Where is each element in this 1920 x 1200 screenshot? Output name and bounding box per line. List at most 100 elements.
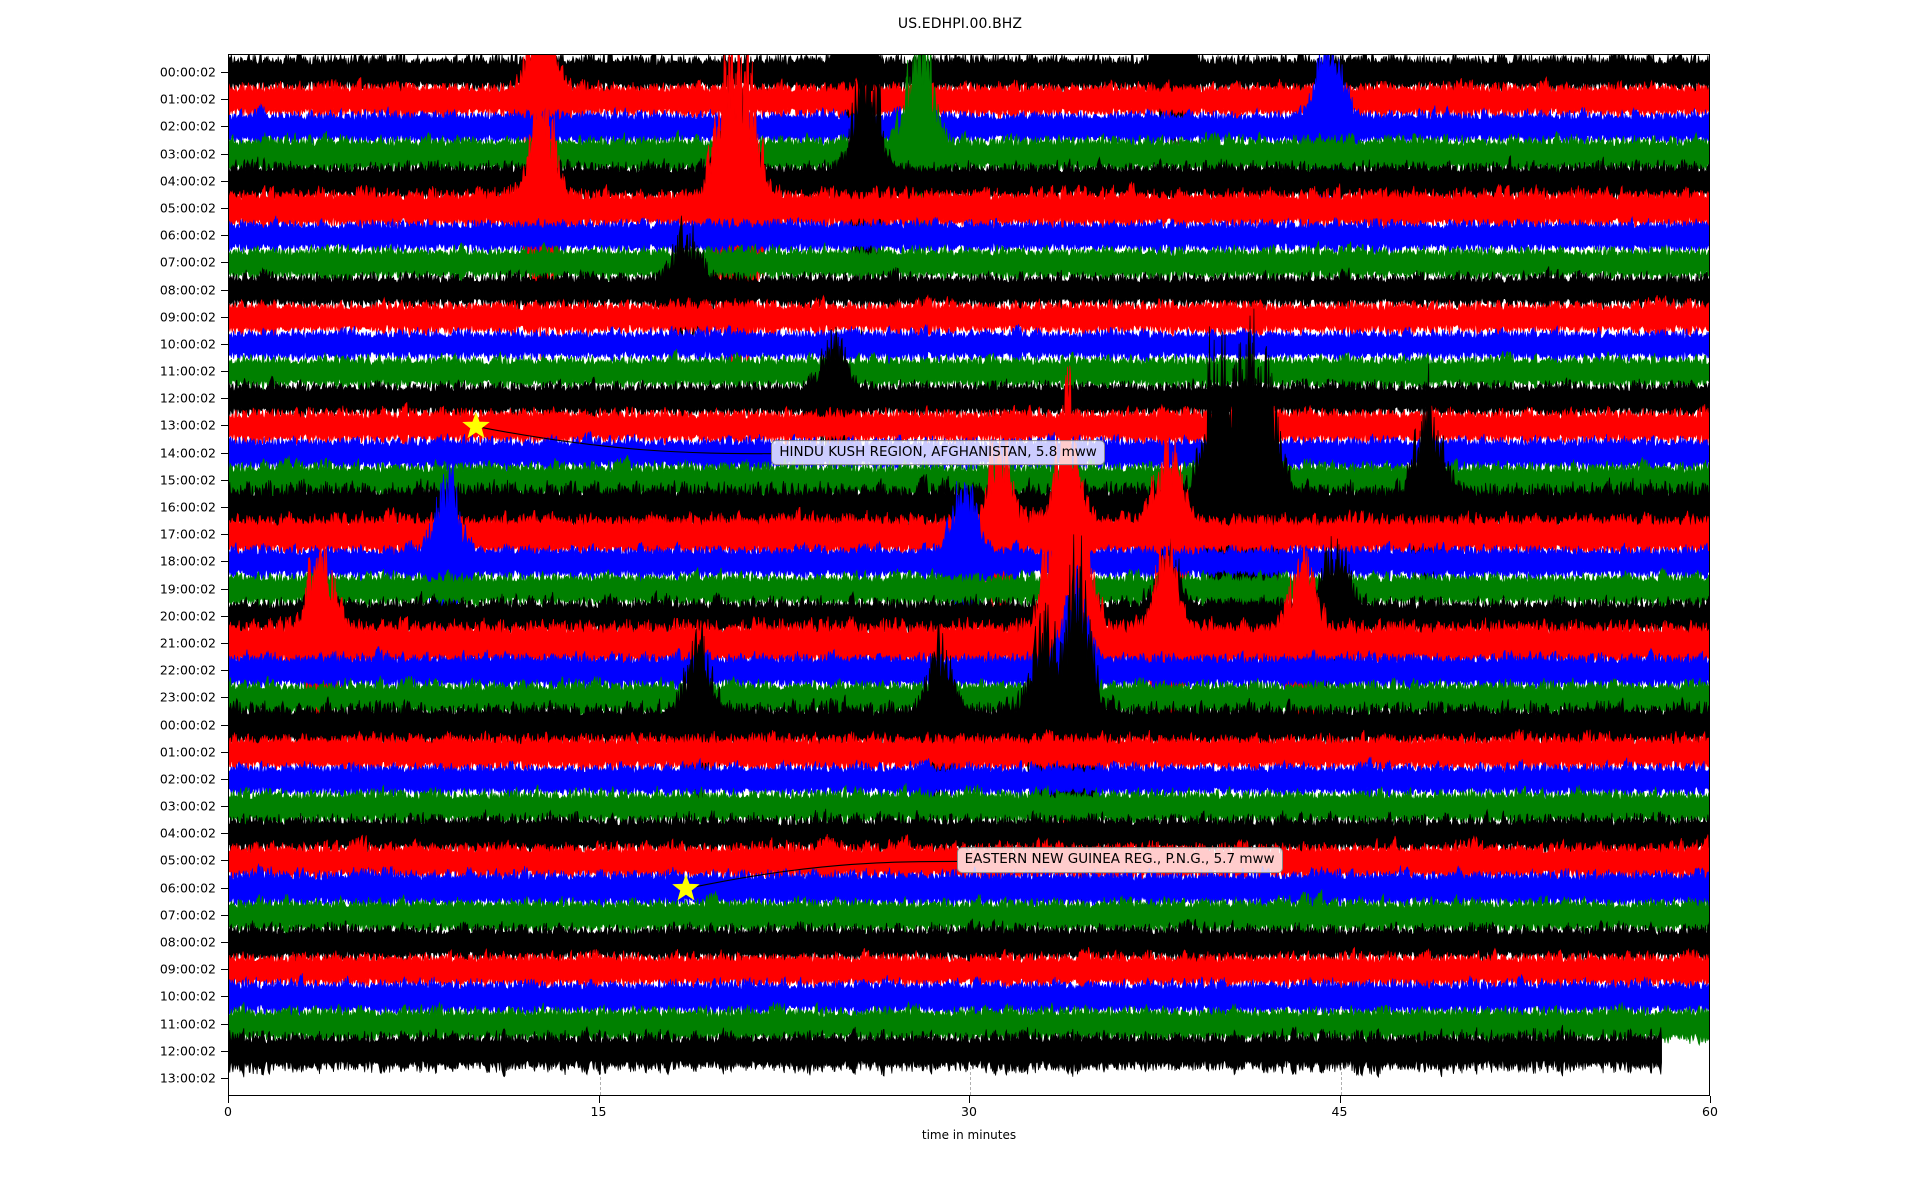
y-tick-mark-13 — [221, 425, 229, 427]
y-tick-label-11: 11:00:02 — [159, 363, 216, 379]
y-tick-mark-16 — [221, 507, 229, 509]
page-title: US.EDHPI.00.BHZ — [897, 16, 1023, 32]
y-tick-label-8: 08:00:02 — [159, 282, 216, 297]
gridline-15 — [599, 55, 601, 1095]
x-tick-mark-0 — [228, 1096, 229, 1103]
y-tick-mark-31 — [221, 914, 229, 916]
trace-row-21 — [229, 424, 1709, 884]
trace-row-10 — [229, 323, 1709, 367]
y-tick-mark-24 — [221, 724, 229, 726]
y-tick-mark-19 — [221, 588, 229, 590]
y-tick-label-34: 10:00:02 — [159, 988, 216, 1004]
y-tick-mark-36 — [221, 1050, 229, 1052]
y-tick-label-23: 23:00:02 — [159, 689, 216, 705]
x-tick-mark-45 — [1339, 1096, 1341, 1103]
y-tick-label-13: 13:00:02 — [159, 417, 216, 433]
y-tick-label-29: 05:00:02 — [159, 852, 216, 868]
x-tick-mark-15 — [598, 1096, 600, 1103]
y-tick-label-15: 15:00:02 — [159, 472, 216, 488]
y-tick-mark-1 — [221, 99, 229, 101]
y-tick-mark-18 — [221, 561, 229, 563]
y-tick-label-33: 09:00:02 — [159, 961, 216, 977]
y-tick-mark-14 — [221, 452, 229, 454]
y-tick-label-5: 05:00:02 — [159, 200, 216, 216]
y-tick-mark-7 — [221, 262, 229, 264]
y-tick-label-7: 07:00:02 — [159, 254, 216, 270]
y-tick-label-2: 02:00:02 — [159, 118, 216, 134]
y-tick-label-31: 07:00:02 — [159, 907, 216, 923]
x-tick-label-15: 15 — [590, 1104, 607, 1119]
y-tick-mark-30 — [221, 887, 229, 889]
y-tick-mark-5 — [221, 207, 229, 209]
annotation-leader-1 — [685, 860, 958, 890]
y-tick-label-27: 03:00:02 — [159, 798, 216, 814]
event-annotation-label-0: HINDU KUSH REGION, AFGHANISTAN, 5.8 mww — [771, 439, 1105, 466]
y-tick-label-36: 12:00:02 — [159, 1043, 216, 1059]
y-tick-label-18: 18:00:02 — [159, 553, 216, 569]
y-tick-mark-8 — [221, 289, 229, 291]
y-tick-label-28: 04:00:02 — [159, 825, 216, 841]
y-tick-mark-17 — [221, 534, 229, 536]
seismic-traces — [229, 55, 1709, 1079]
x-tick-label-60: 60 — [1702, 1104, 1718, 1119]
y-tick-label-12: 12:00:02 — [159, 390, 216, 406]
trace-row-11 — [229, 348, 1709, 395]
y-tick-mark-9 — [221, 316, 229, 318]
y-tick-mark-37 — [221, 1078, 229, 1079]
y-tick-label-16: 16:00:02 — [159, 499, 216, 515]
y-tick-mark-4 — [221, 180, 229, 182]
annotation-overlay — [462, 412, 958, 901]
event-star-marker-0 — [462, 412, 490, 439]
y-tick-label-24: 00:00:02 — [159, 717, 216, 733]
y-tick-label-4: 04:00:02 — [159, 173, 216, 189]
y-tick-mark-33 — [221, 969, 229, 971]
y-tick-mark-22 — [221, 670, 229, 672]
event-star-marker-1 — [672, 874, 700, 901]
y-tick-label-1: 01:00:02 — [159, 91, 216, 107]
y-tick-mark-12 — [221, 398, 229, 400]
y-tick-mark-28 — [221, 833, 229, 835]
y-tick-mark-6 — [221, 235, 229, 237]
y-tick-label-25: 01:00:02 — [159, 744, 216, 760]
trace-row-26 — [229, 756, 1709, 805]
x-tick-label-0: 0 — [224, 1104, 232, 1119]
y-tick-label-26: 02:00:02 — [159, 771, 216, 787]
y-tick-label-32: 08:00:02 — [159, 934, 216, 950]
y-tick-label-35: 11:00:02 — [159, 1016, 216, 1032]
trace-row-19 — [229, 566, 1709, 613]
y-tick-mark-26 — [221, 778, 229, 780]
y-tick-mark-21 — [221, 642, 229, 644]
trace-row-6 — [229, 215, 1709, 259]
y-tick-mark-2 — [221, 126, 229, 128]
y-tick-label-20: 20:00:02 — [159, 608, 216, 624]
y-tick-mark-15 — [221, 479, 229, 481]
y-tick-mark-3 — [221, 153, 229, 155]
y-tick-label-37: 13:00:02 — [159, 1070, 216, 1086]
x-tick-label-45: 45 — [1331, 1104, 1348, 1119]
y-tick-label-22: 22:00:02 — [159, 662, 216, 678]
annotation-leader-0 — [475, 425, 773, 455]
y-tick-mark-32 — [221, 942, 229, 944]
y-tick-label-0: 00:00:02 — [159, 64, 216, 80]
y-tick-label-17: 17:00:02 — [159, 526, 216, 542]
x-tick-mark-30 — [969, 1096, 970, 1103]
x-tick-mark-60 — [1710, 1096, 1711, 1103]
y-tick-mark-34 — [221, 996, 229, 998]
y-tick-label-30: 06:00:02 — [159, 880, 216, 896]
y-tick-label-14: 14:00:02 — [159, 445, 216, 461]
y-tick-mark-23 — [221, 697, 229, 699]
plot-axes — [228, 54, 1710, 1096]
y-tick-mark-35 — [221, 1023, 229, 1025]
y-tick-mark-29 — [221, 860, 229, 862]
event-annotation-label-1: EASTERN NEW GUINEA REG., P.N.G., 5.7 mww — [956, 847, 1283, 874]
y-tick-mark-20 — [221, 615, 229, 617]
y-tick-label-9: 09:00:02 — [159, 309, 216, 325]
trace-row-36 — [229, 1024, 1662, 1079]
trace-row-9 — [229, 294, 1709, 340]
x-tick-label-30: 30 — [961, 1104, 977, 1119]
x-axis-label: time in minutes — [921, 1128, 1017, 1142]
y-tick-mark-0 — [221, 72, 229, 73]
y-tick-label-6: 06:00:02 — [159, 227, 216, 243]
y-tick-mark-25 — [221, 751, 229, 753]
